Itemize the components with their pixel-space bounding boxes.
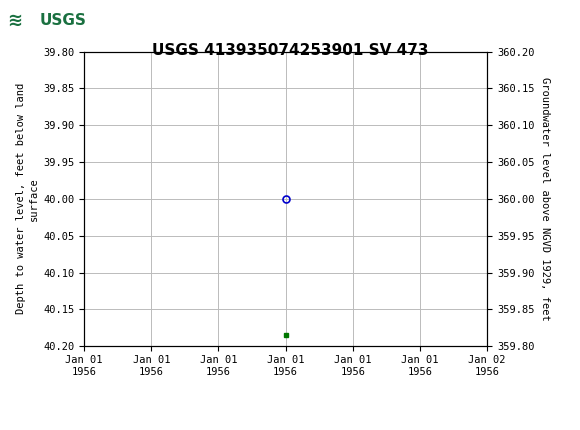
Text: USGS: USGS [39, 13, 86, 28]
FancyBboxPatch shape [5, 3, 71, 37]
Y-axis label: Groundwater level above NGVD 1929, feet: Groundwater level above NGVD 1929, feet [540, 77, 550, 321]
Text: USGS 413935074253901 SV 473: USGS 413935074253901 SV 473 [152, 43, 428, 58]
Text: ≋: ≋ [7, 12, 22, 29]
Y-axis label: Depth to water level, feet below land
surface: Depth to water level, feet below land su… [16, 83, 39, 314]
